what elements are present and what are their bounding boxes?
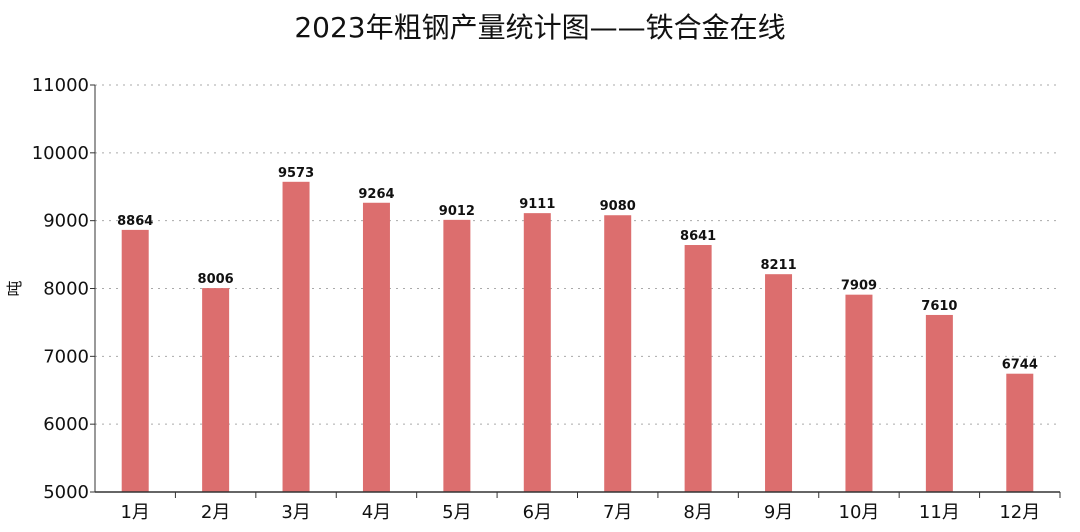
bar [845,294,873,492]
y-tick-label: 7000 [43,346,89,367]
x-tick-label: 8月 [683,502,712,523]
data-label: 8006 [198,272,234,287]
bar [925,314,953,492]
axes: 5000 6000 7000 8000 9000 10000 11000 1月 2月 3月 4月 5月… [32,75,1061,523]
data-label: 9012 [439,204,475,219]
y-tick-label: 11000 [32,75,89,96]
bars [121,181,1034,493]
x-tick-label: 1月 [120,502,149,523]
y-tick-label: 5000 [43,482,89,503]
data-label: 8641 [680,229,716,244]
data-label: 7610 [921,299,957,314]
bar [202,288,230,492]
bar [765,274,793,492]
data-label: 9080 [600,199,636,214]
x-tick-label: 9月 [764,502,793,523]
bar [523,213,551,493]
data-labels: 8864 8006 9573 9264 9012 9111 9080 8641 8211 7909… [117,166,1038,373]
chart-title: 2023年粗钢产量统计图——铁合金在线 [294,11,786,44]
data-label: 9111 [519,197,555,212]
bar [604,215,632,493]
bar [121,229,149,492]
x-tick-label: 6月 [523,502,552,523]
y-tick-label: 9000 [43,211,89,232]
bar [282,181,310,493]
bar [1006,373,1034,492]
y-axis-label: 吨 [5,280,24,296]
x-tick-label: 10月 [839,502,880,523]
y-tick-label: 6000 [43,414,89,435]
data-label: 6744 [1002,358,1038,373]
x-tick-label: 4月 [362,502,391,523]
x-tick-label: 12月 [999,502,1040,523]
bar [362,202,390,492]
bar [684,245,712,492]
data-label: 9573 [278,166,314,181]
y-tick-label: 8000 [43,279,89,300]
data-label: 7909 [841,279,877,294]
y-tick-label: 10000 [32,143,89,164]
x-tick-label: 5月 [442,502,471,523]
x-tick-label: 7月 [603,502,632,523]
bar [443,219,471,492]
data-label: 9264 [358,187,394,202]
data-label: 8211 [760,258,796,273]
data-label: 8864 [117,214,153,229]
x-tick-label: 3月 [281,502,310,523]
grid-lines [95,84,1060,425]
x-tick-label: 11月 [919,502,960,523]
x-tick-label: 2月 [201,502,230,523]
